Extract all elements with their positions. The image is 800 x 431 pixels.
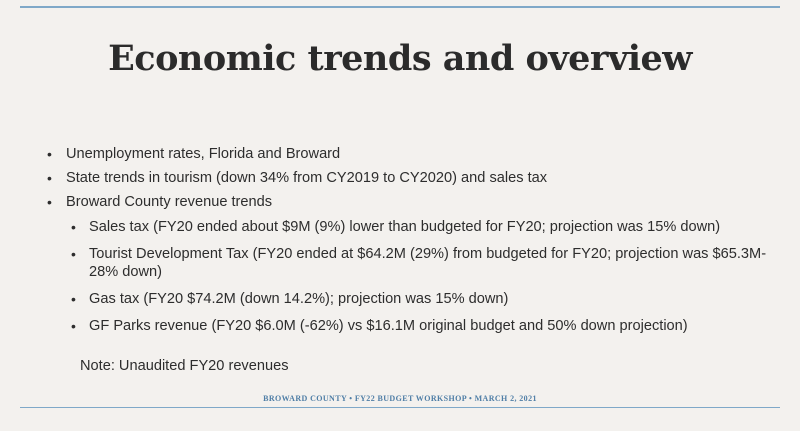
sub-bullet-item: • Tourist Development Tax (FY20 ended at… <box>69 245 780 281</box>
top-rule <box>20 6 780 8</box>
bullet-item: • Unemployment rates, Florida and Browar… <box>40 145 780 163</box>
sub-bullet-text: GF Parks revenue (FY20 $6.0M (-62%) vs $… <box>89 318 688 334</box>
bullet-text: Unemployment rates, Florida and Broward <box>66 146 341 162</box>
bullet-text: State trends in tourism (down 34% from C… <box>66 170 548 186</box>
bullet-icon: • <box>71 219 76 235</box>
bullet-icon: • <box>71 291 76 307</box>
sub-bullet-item: • Gas tax (FY20 $74.2M (down 14.2%); pro… <box>69 290 780 308</box>
slide-title: Economic trends and overview <box>108 38 692 79</box>
bullet-icon: • <box>71 246 76 262</box>
bullet-icon: • <box>47 146 52 162</box>
sub-bullet-item: • Sales tax (FY20 ended about $9M (9%) l… <box>69 218 780 236</box>
sub-bullet-list: • Sales tax (FY20 ended about $9M (9%) l… <box>66 218 780 335</box>
bullet-icon: • <box>47 170 52 186</box>
bottom-rule <box>20 407 780 408</box>
bullet-list: • Unemployment rates, Florida and Browar… <box>40 145 780 344</box>
bullet-item: • Broward County revenue trends • Sales … <box>40 193 780 335</box>
sub-bullet-text: Tourist Development Tax (FY20 ended at $… <box>89 246 767 280</box>
sub-bullet-item: • GF Parks revenue (FY20 $6.0M (-62%) vs… <box>69 317 780 335</box>
bullet-item: • State trends in tourism (down 34% from… <box>40 169 780 187</box>
sub-bullet-text: Sales tax (FY20 ended about $9M (9%) low… <box>89 219 721 235</box>
slide-footer: BROWARD COUNTY • FY22 BUDGET WORKSHOP • … <box>263 394 537 403</box>
note-text: Note: Unaudited FY20 revenues <box>80 358 289 374</box>
bullet-icon: • <box>47 194 52 210</box>
bullet-icon: • <box>71 318 76 334</box>
sub-bullet-text: Gas tax (FY20 $74.2M (down 14.2%); proje… <box>89 291 509 307</box>
bullet-text: Broward County revenue trends <box>66 194 273 210</box>
